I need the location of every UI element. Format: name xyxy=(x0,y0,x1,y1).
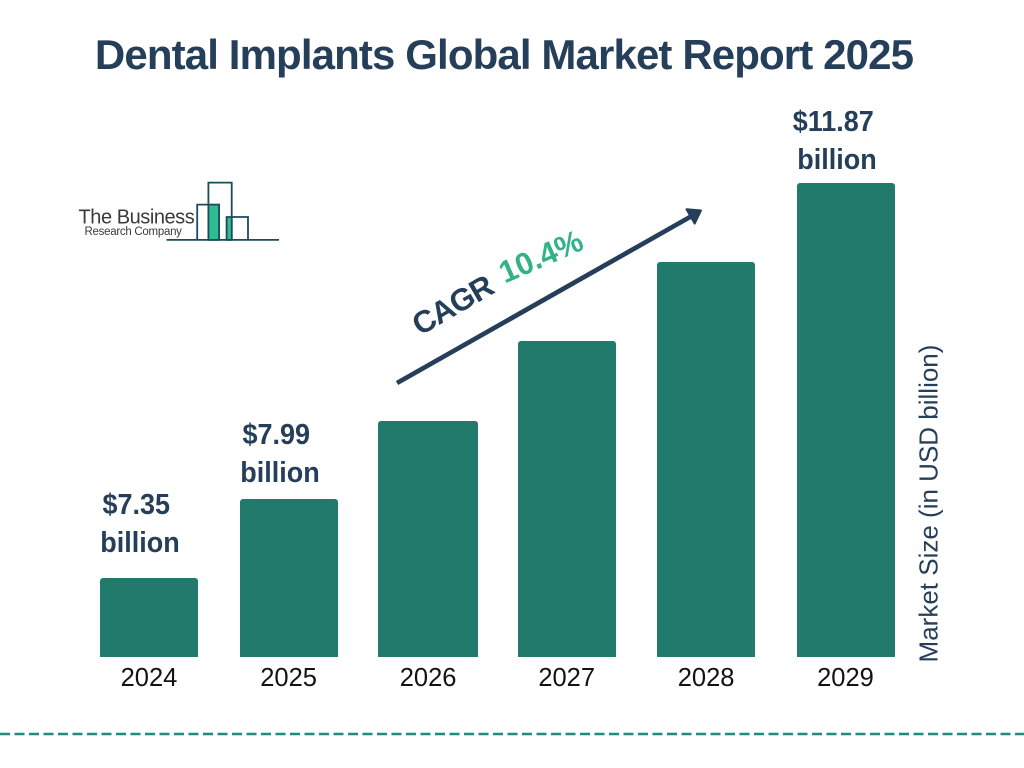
svg-text:The Business: The Business xyxy=(79,207,195,229)
svg-text:Research Company: Research Company xyxy=(85,226,183,238)
